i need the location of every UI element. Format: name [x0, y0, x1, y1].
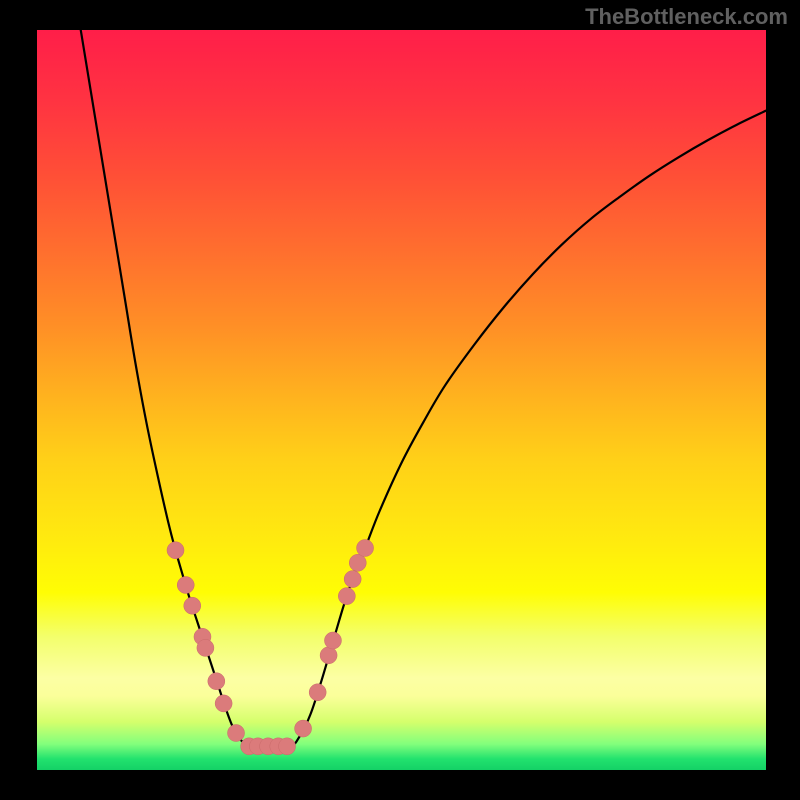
- gradient-background: [37, 30, 766, 770]
- chart-area: [37, 30, 766, 770]
- attribution-label: TheBottleneck.com: [585, 4, 788, 30]
